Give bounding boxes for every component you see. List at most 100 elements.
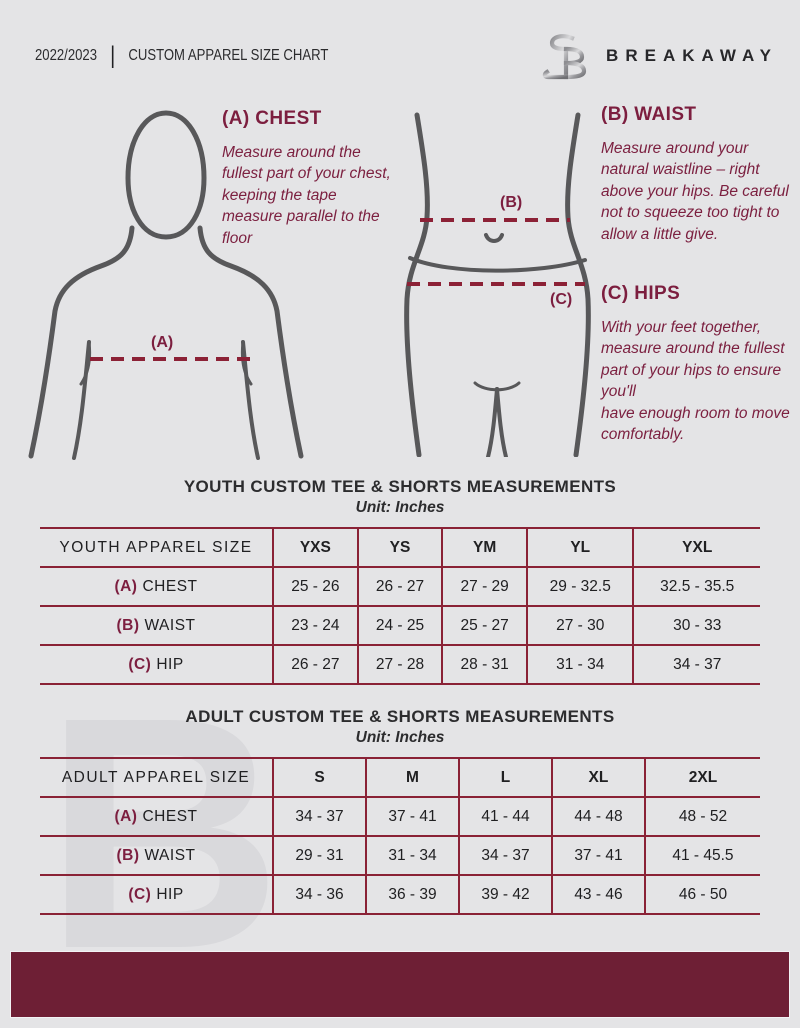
- size-value-cell: 34 - 37: [272, 796, 366, 837]
- breakaway-b-monogram-icon: [542, 34, 587, 80]
- row-letter: (C): [128, 885, 152, 903]
- row-letter: (A): [114, 807, 138, 825]
- row-label-cell: (A) CHEST: [40, 796, 273, 837]
- size-value-cell: 25 - 27: [441, 605, 528, 646]
- youth-section-title: YOUTH CUSTOM TEE & SHORTS MEASUREMENTS: [183, 477, 617, 496]
- header-divider: |: [110, 42, 116, 69]
- table-row: (A) CHEST 34 - 37 37 - 41 41 - 44 44 - 48…: [40, 796, 760, 837]
- table-row: (C) HIP 26 - 27 27 - 28 28 - 31 31 - 34 3…: [40, 644, 760, 685]
- size-value-cell: 48 - 52: [643, 796, 760, 837]
- row-label-cell: (C) HIP: [40, 874, 273, 915]
- row-name: CHEST: [142, 807, 198, 825]
- size-value-cell: 23 - 24: [272, 605, 358, 646]
- row-name: WAIST: [144, 616, 196, 634]
- row-letter: (C): [128, 655, 152, 673]
- brand-name: BREAKAWAY: [606, 46, 778, 65]
- hips-guide-block: (C) HIPS With your feet together, measur…: [601, 283, 793, 445]
- table-row: (B) WAIST 29 - 31 31 - 34 34 - 37 37 - 41…: [40, 835, 760, 876]
- chest-marker-label: (A): [151, 334, 174, 351]
- size-value-cell: 27 - 30: [526, 605, 634, 646]
- chest-guide-text: Measure around the fullest part of your …: [222, 144, 391, 247]
- size-value-cell: 34 - 37: [632, 644, 760, 685]
- row-letter: (B): [116, 846, 140, 864]
- size-value-cell: 25 - 26: [272, 566, 358, 607]
- size-value-cell: 30 - 33: [632, 605, 760, 646]
- size-value-cell: 26 - 27: [356, 566, 443, 607]
- row-name: HIP: [156, 655, 184, 673]
- waist-measure-line: [420, 218, 570, 222]
- row-letter: (B): [116, 616, 140, 634]
- table-row: (C) HIP 34 - 36 36 - 39 39 - 42 43 - 46 4…: [40, 874, 760, 915]
- size-header-cell: YL: [526, 527, 634, 568]
- chest-measure-line: [90, 357, 258, 361]
- youth-header-row: YOUTH APPAREL SIZE YXS YS YM YL YXL: [40, 527, 760, 568]
- row-name: HIP: [156, 885, 184, 903]
- row-label-cell: (B) WAIST: [40, 835, 273, 876]
- header-year: 2022/2023: [35, 47, 98, 64]
- size-header-cell: YS: [356, 527, 443, 568]
- size-header-cell: YM: [441, 527, 528, 568]
- row-name: CHEST: [142, 577, 198, 595]
- footer-accent-bar: [10, 951, 790, 1018]
- size-header-cell: M: [364, 757, 459, 798]
- adult-size-column-header: ADULT APPAREL SIZE: [40, 757, 273, 798]
- size-header-cell: YXS: [272, 527, 358, 568]
- size-value-cell: 34 - 37: [457, 835, 552, 876]
- chest-guide-block: (A) CHEST Measure around the fullest par…: [222, 108, 398, 249]
- size-value-cell: 41 - 44: [457, 796, 552, 837]
- size-value-cell: 31 - 34: [364, 835, 459, 876]
- page-header: 2022/2023 | CUSTOM APPAREL SIZE CHART: [35, 30, 778, 82]
- size-value-cell: 36 - 39: [364, 874, 459, 915]
- hips-figure-illustration: [404, 112, 591, 457]
- waist-guide-heading: (B) WAIST: [601, 104, 697, 125]
- table-row: (B) WAIST 23 - 24 24 - 25 25 - 27 27 - 30…: [40, 605, 760, 646]
- size-value-cell: 29 - 32.5: [526, 566, 634, 607]
- youth-section-unit: Unit: Inches: [355, 499, 445, 516]
- size-header-cell: 2XL: [643, 757, 760, 798]
- size-header-cell: L: [457, 757, 552, 798]
- size-value-cell: 32.5 - 35.5: [632, 566, 760, 607]
- size-value-cell: 43 - 46: [550, 874, 645, 915]
- brand-logo: BREAKAWAY: [542, 30, 778, 82]
- size-value-cell: 41 - 45.5: [643, 835, 760, 876]
- size-value-cell: 29 - 31: [272, 835, 366, 876]
- size-value-cell: 27 - 29: [441, 566, 528, 607]
- size-value-cell: 27 - 28: [356, 644, 443, 685]
- chest-guide-heading: (A) CHEST: [222, 108, 322, 129]
- chest-figure-illustration: [28, 110, 304, 460]
- row-label-cell: (C) HIP: [40, 644, 273, 685]
- size-value-cell: 44 - 48: [550, 796, 645, 837]
- size-value-cell: 28 - 31: [441, 644, 528, 685]
- size-value-cell: 39 - 42: [457, 874, 552, 915]
- header-title-text: CUSTOM APPAREL SIZE CHART: [128, 47, 329, 64]
- size-value-cell: 34 - 36: [272, 874, 366, 915]
- size-value-cell: 26 - 27: [272, 644, 358, 685]
- row-label-cell: (B) WAIST: [40, 605, 273, 646]
- youth-size-table: YOUTH APPAREL SIZE YXS YS YM YL YXL (A) C…: [40, 527, 760, 685]
- size-value-cell: 24 - 25: [356, 605, 443, 646]
- adult-size-table: ADULT APPAREL SIZE S M L XL 2XL (A) CHEST…: [40, 757, 760, 915]
- waist-guide-block: (B) WAIST Measure around your natural wa…: [601, 104, 793, 245]
- hips-marker-label: (C): [550, 291, 573, 308]
- waist-marker-label: (B): [500, 194, 523, 211]
- hips-guide-heading: (C) HIPS: [601, 283, 681, 304]
- adult-header-row: ADULT APPAREL SIZE S M L XL 2XL: [40, 757, 760, 798]
- size-value-cell: 46 - 50: [643, 874, 760, 915]
- table-row: (A) CHEST 25 - 26 26 - 27 27 - 29 29 - 32…: [40, 566, 760, 607]
- size-value-cell: 37 - 41: [364, 796, 459, 837]
- hips-guide-text: With your feet together, measure around …: [601, 319, 790, 443]
- size-value-cell: 31 - 34: [526, 644, 634, 685]
- row-label-cell: (A) CHEST: [40, 566, 273, 607]
- size-header-cell: S: [272, 757, 366, 798]
- hips-measure-line: [407, 282, 585, 286]
- youth-size-column-header: YOUTH APPAREL SIZE: [40, 527, 273, 568]
- adult-section-title: ADULT CUSTOM TEE & SHORTS MEASUREMENTS: [185, 707, 615, 726]
- row-letter: (A): [114, 577, 138, 595]
- size-header-cell: YXL: [632, 527, 760, 568]
- waist-guide-text: Measure around your natural waistline – …: [601, 140, 789, 243]
- page-title: 2022/2023 | CUSTOM APPAREL SIZE CHART: [35, 42, 328, 70]
- size-value-cell: 37 - 41: [550, 835, 645, 876]
- adult-section-unit: Unit: Inches: [355, 729, 445, 746]
- row-name: WAIST: [144, 846, 196, 864]
